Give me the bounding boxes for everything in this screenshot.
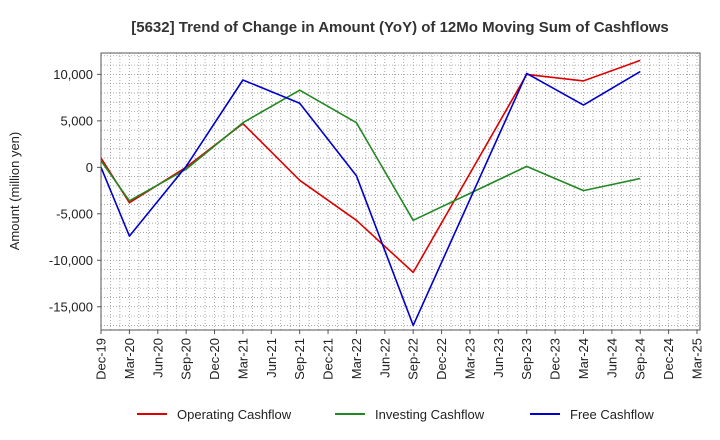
chart-title: [5632] Trend of Change in Amount (YoY) o… [131, 19, 669, 36]
grid [100, 53, 700, 330]
series-line-free-cashflow [100, 70, 641, 327]
x-tick-label: Mar-24 [576, 338, 591, 379]
x-tick-label: Mar-22 [349, 338, 364, 379]
x-tick-label: Jun-21 [264, 338, 279, 378]
x-tick-label: Sep-22 [406, 338, 421, 380]
x-axis-ticks: Dec-19 Mar-20 Jun-20 Sep-20 Dec-20 Mar-21 Jun-… [94, 330, 705, 380]
x-tick-label: Dec-22 [434, 338, 449, 380]
y-tick-label: -10,000 [49, 253, 93, 268]
x-tick-label: Dec-19 [94, 338, 109, 380]
legend-label: Operating Cashflow [177, 407, 292, 422]
series-line-investing-cashflow [100, 89, 641, 222]
x-tick-label: Jun-22 [377, 338, 392, 378]
y-tick-label: -15,000 [49, 299, 93, 314]
legend-label: Investing Cashflow [375, 407, 485, 422]
x-tick-label: Jun-24 [604, 338, 619, 378]
y-tick-label: 10,000 [53, 67, 93, 82]
x-tick-label: Dec-21 [321, 338, 336, 380]
legend: Operating Cashflow Investing Cashflow Free… [137, 407, 654, 422]
x-tick-label: Jun-20 [150, 338, 165, 378]
x-tick-label: Sep-21 [292, 338, 307, 380]
plot-frame [100, 52, 701, 331]
y-tick-label: 5,000 [60, 113, 93, 128]
x-tick-label: Dec-23 [548, 338, 563, 380]
x-tick-label: Sep-20 [179, 338, 194, 380]
x-tick-label: Dec-24 [661, 338, 676, 380]
x-tick-label: Sep-23 [519, 338, 534, 380]
x-tick-label: Mar-20 [122, 338, 137, 379]
x-tick-label: Sep-24 [633, 338, 648, 380]
x-tick-label: Dec-20 [207, 338, 222, 380]
series-lines [100, 59, 641, 327]
y-axis-label: Amount (million yen) [7, 132, 22, 251]
x-tick-label: Mar-25 [690, 338, 705, 379]
y-tick-label: -5,000 [56, 206, 93, 221]
legend-label: Free Cashflow [570, 407, 654, 422]
x-tick-label: Mar-23 [462, 338, 477, 379]
x-tick-label: Jun-23 [491, 338, 506, 378]
y-tick-label: 0 [86, 160, 93, 175]
y-axis-ticks: 10,000 5,000 0 -5,000 -10,000 -15,000 [49, 67, 101, 314]
x-tick-label: Mar-21 [235, 338, 250, 379]
